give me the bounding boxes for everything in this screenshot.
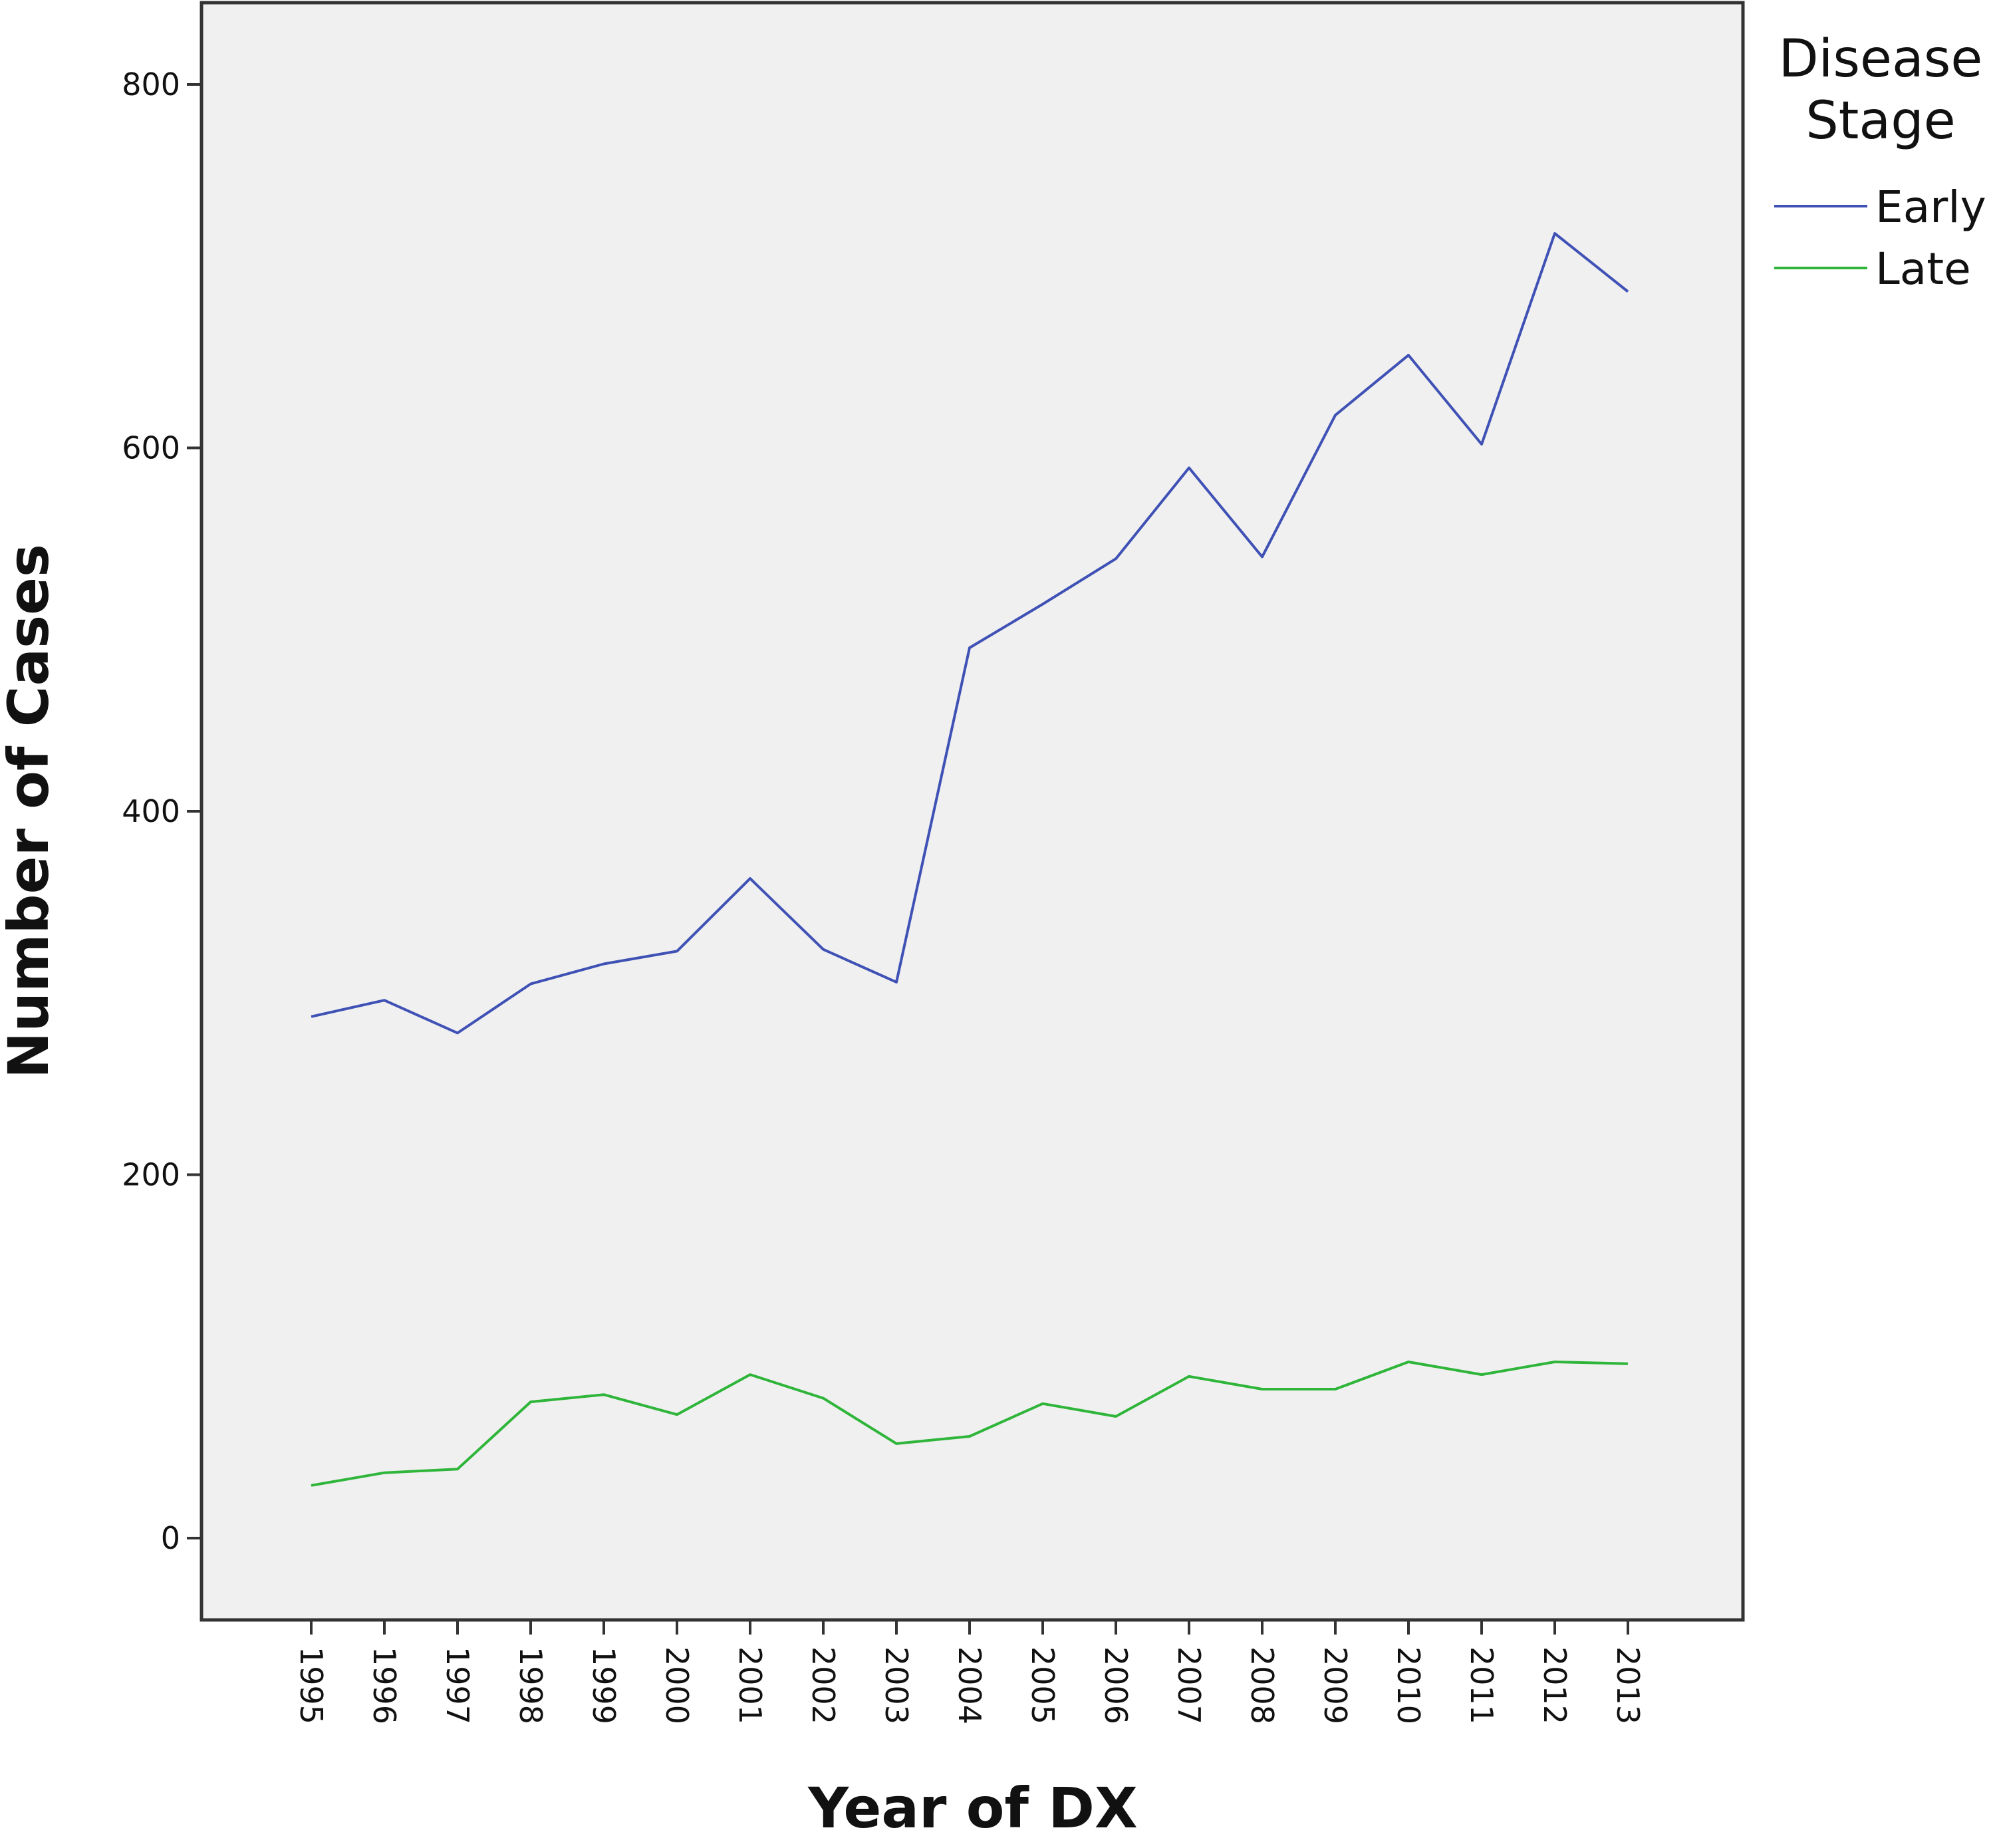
x-tick-label: 2002	[805, 1647, 841, 1724]
y-tick-label: 600	[122, 430, 180, 465]
x-tick-label: 2007	[1171, 1647, 1207, 1724]
x-tick-label: 2006	[1098, 1647, 1134, 1724]
legend-label-early: Early	[1875, 182, 1986, 233]
x-tick-label: 1998	[513, 1647, 549, 1724]
series-lines	[311, 232, 1629, 1487]
y-tick-label: 0	[161, 1520, 180, 1556]
x-tick-label: 1996	[366, 1647, 402, 1724]
y-tick-label: 400	[122, 793, 180, 829]
y-tick-label: 200	[122, 1157, 180, 1193]
x-axis: 1995 1996 1997 1998 1999 2000 2001 2002 2003 2004…	[293, 1620, 1646, 1724]
legend-label-late: Late	[1875, 243, 1971, 295]
x-tick-label: 2003	[878, 1647, 914, 1724]
x-axis-title: Year of DX	[807, 1776, 1137, 1841]
x-tick-label: 2010	[1391, 1647, 1426, 1724]
y-axis: 0 200 400 600 800	[122, 66, 201, 1556]
x-tick-label: 1999	[586, 1647, 622, 1724]
x-tick-label: 2009	[1317, 1647, 1353, 1724]
plot-area	[200, 1, 1745, 1622]
x-tick-label: 1997	[440, 1647, 475, 1724]
x-tick-label: 2008	[1244, 1647, 1280, 1724]
x-tick-label: 2013	[1610, 1647, 1646, 1724]
x-tick-label: 2000	[659, 1647, 695, 1724]
x-tick-label: 1995	[293, 1647, 329, 1724]
x-tick-label: 2001	[732, 1647, 768, 1724]
x-tick-label: 2012	[1537, 1647, 1573, 1724]
x-tick-label: 2004	[952, 1647, 988, 1724]
y-tick-label: 800	[122, 66, 180, 102]
x-tick-label: 2005	[1025, 1647, 1061, 1724]
x-tick-label: 2011	[1464, 1647, 1500, 1724]
legend: Disease Stage Early Late	[1774, 29, 1986, 295]
series-line-late	[311, 1361, 1629, 1487]
legend-title-line-2: Stage	[1805, 91, 1955, 151]
series-line-early	[311, 232, 1629, 1035]
legend-title-line-1: Disease	[1779, 29, 1983, 89]
y-axis-title: Number of Cases	[0, 544, 61, 1079]
